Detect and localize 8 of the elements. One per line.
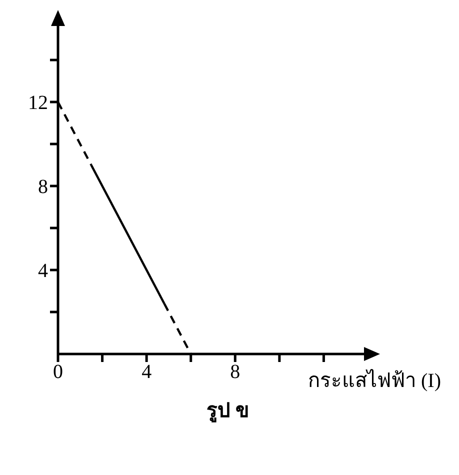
x-tick-label: 8 (230, 361, 240, 384)
x-axis-title: กระแสไฟฟ้า (I) (308, 368, 441, 394)
text: รูป ข (206, 399, 250, 424)
y-tick-label: 12 (28, 92, 48, 114)
x-tick-label: 4 (142, 361, 152, 384)
y-tick-label: 8 (38, 176, 48, 198)
x-tick-label: 0 (53, 361, 63, 384)
y-tick-label: 4 (38, 260, 48, 282)
